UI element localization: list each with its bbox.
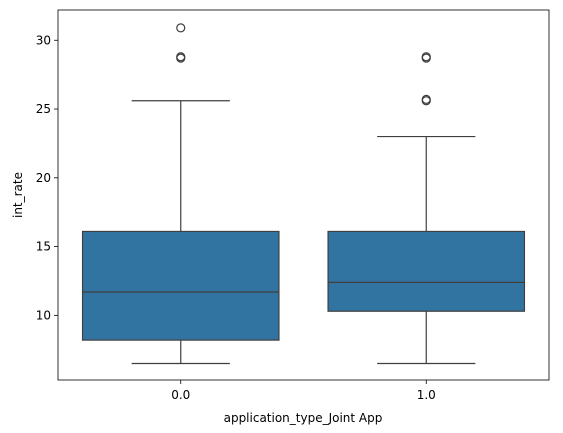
x-tick-label: 0.0: [171, 388, 190, 402]
y-axis-label: int_rate: [11, 172, 25, 218]
y-tick-label: 15: [36, 240, 51, 254]
box-group-0.0: [81, 23, 280, 365]
x-tick-label: 1.0: [417, 388, 436, 402]
box-iqr: [327, 230, 526, 312]
outlier-point: [421, 52, 431, 62]
y-tick-label: 25: [36, 102, 51, 116]
outlier-point: [176, 52, 186, 62]
y-axis: 10 15 20 25 30: [36, 33, 58, 322]
y-tick-label: 20: [36, 171, 51, 185]
plot-frame: [57, 9, 550, 381]
outlier-point: [421, 94, 431, 105]
box-iqr: [81, 230, 280, 341]
outlier-point: [176, 23, 186, 33]
x-axis: 0.0 1.0: [171, 380, 436, 402]
boxes-layer: [81, 23, 526, 365]
x-axis-label: application_type_Joint App: [224, 411, 383, 425]
box-group-1.0: [327, 52, 526, 365]
y-tick-label: 30: [36, 33, 51, 47]
y-tick-label: 10: [36, 308, 51, 322]
